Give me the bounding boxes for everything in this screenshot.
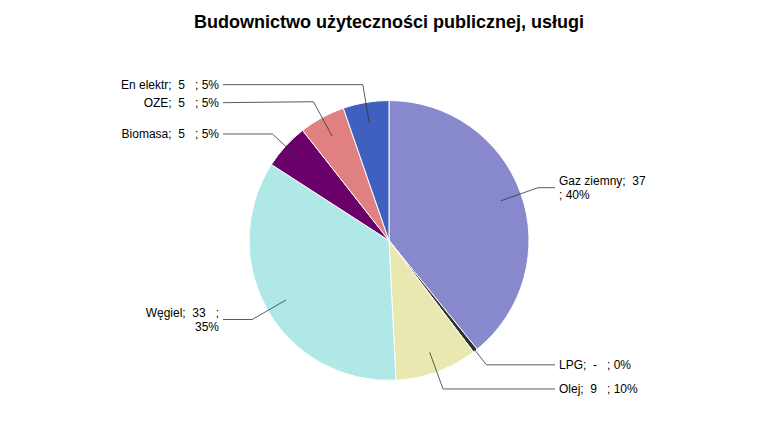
- labels: Gaz ziemny; 37; 40% LPG; - ; 0% Olej; 9 ; …: [121, 78, 646, 396]
- leader-line: [462, 334, 555, 365]
- leader-line: [223, 102, 332, 136]
- slice: [343, 101, 389, 241]
- slice-label: LPG; - ; 0%: [559, 358, 631, 372]
- slice-label-line: Gaz ziemny; 37: [559, 174, 646, 188]
- slice-label-line: En elektr; 5 ; 5%: [121, 78, 219, 92]
- slice-label-line: 35%: [195, 320, 219, 334]
- slice-label: En elektr; 5 ; 5%: [121, 78, 219, 92]
- slice-label-line: ; 40%: [559, 188, 590, 202]
- chart: Budownictwo użyteczności publicznej, usł…: [0, 0, 778, 437]
- slice-label: Olej; 9 ; 10%: [559, 382, 638, 396]
- leader-line: [223, 134, 301, 160]
- slice-label: Biomasa; 5 ; 5%: [122, 127, 220, 141]
- slice-label-line: OZE; 5 ; 5%: [144, 96, 220, 110]
- title: Budownictwo użyteczności publicznej, usł…: [194, 12, 584, 32]
- slice-label: OZE; 5 ; 5%: [144, 96, 220, 110]
- slice: [389, 241, 474, 381]
- slice-label-line: Olej; 9 ; 10%: [559, 382, 638, 396]
- slice-label-line: LPG; - ; 0%: [559, 358, 631, 372]
- plot-area: [249, 101, 529, 381]
- slice-label-line: Węgiel; 33 ;: [146, 306, 219, 320]
- leader-line: [501, 188, 555, 201]
- slice-label: Węgiel; 33 ;35%: [146, 306, 220, 334]
- pie: [249, 101, 529, 381]
- slice-label-line: Biomasa; 5 ; 5%: [122, 127, 220, 141]
- leader-line: [223, 85, 369, 123]
- leader-line: [430, 352, 555, 389]
- leader-line: [223, 300, 286, 320]
- slice-label: Gaz ziemny; 37; 40%: [559, 174, 646, 202]
